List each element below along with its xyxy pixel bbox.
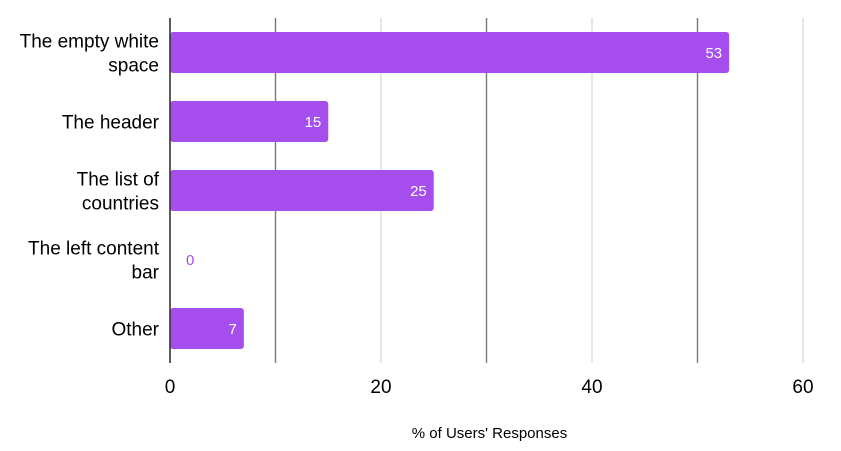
bar-1	[170, 101, 329, 142]
bar-2	[170, 170, 434, 211]
x-axis-title: % of Users' Responses	[412, 425, 567, 442]
bar-4	[170, 308, 244, 349]
x-tick-label-20: 20	[370, 377, 391, 398]
data-label-2: 25	[410, 183, 427, 200]
category-label-0: The empty white space	[20, 32, 159, 77]
data-label-1: 15	[305, 114, 322, 131]
category-label-line: The empty white	[20, 32, 159, 53]
category-label-line: The list of	[77, 170, 160, 191]
gridlines	[274, 18, 804, 363]
data-label-0: 53	[705, 45, 722, 62]
category-label-line: Other	[111, 320, 159, 341]
bars: 53 15 25 0 7	[170, 32, 730, 349]
category-label-line: bar	[132, 263, 160, 284]
category-label-1: The header	[62, 113, 160, 134]
category-label-line: The left content	[28, 239, 160, 260]
category-label-3: The left content bar	[28, 239, 160, 284]
data-label-3: 0	[186, 252, 194, 269]
category-label-line: The header	[62, 113, 160, 134]
data-label-4: 7	[229, 321, 237, 338]
category-label-4: Other	[111, 320, 159, 341]
category-label-2: The list of countries	[77, 170, 160, 215]
category-labels: The empty white space The header The list o…	[20, 32, 160, 341]
category-label-line: countries	[82, 194, 159, 215]
x-tick-label-60: 60	[792, 377, 813, 398]
x-tick-labels: 0 20 40 60	[165, 377, 814, 398]
category-label-line: space	[108, 56, 159, 77]
x-tick-label-0: 0	[165, 377, 176, 398]
bar-0	[170, 32, 730, 73]
x-tick-label-40: 40	[581, 377, 602, 398]
